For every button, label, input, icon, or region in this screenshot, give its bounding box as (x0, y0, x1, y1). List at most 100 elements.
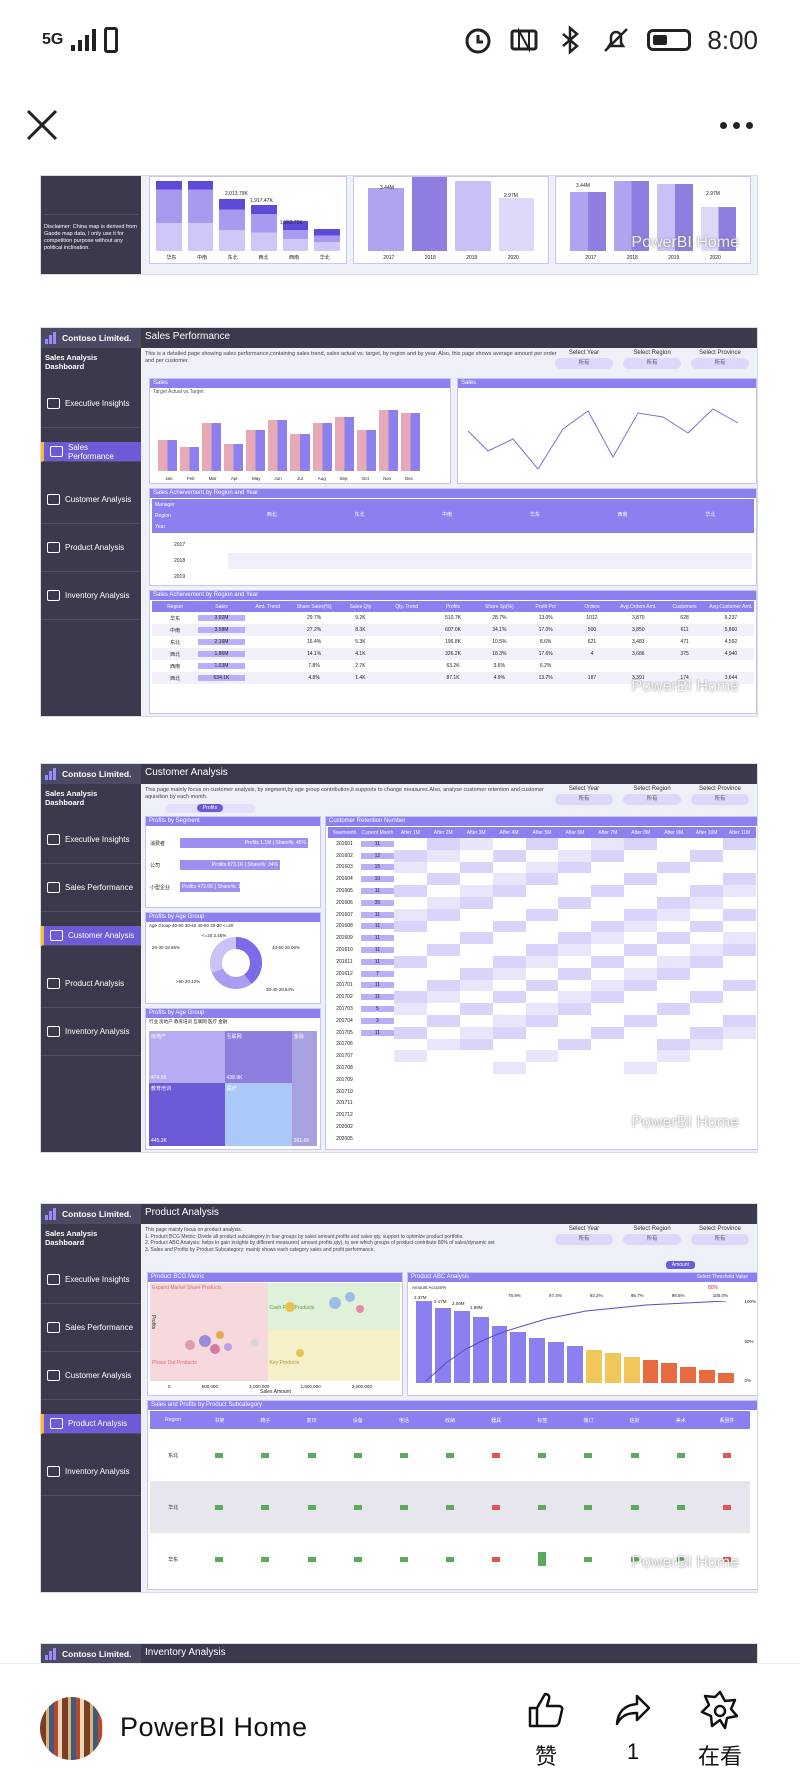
watermark: PowerBI Home (631, 234, 739, 251)
like-button[interactable]: 赞 (516, 1688, 576, 1771)
nav-customer-analysis[interactable]: Customer Analysis (41, 926, 141, 946)
table-cell: 201606 (336, 899, 353, 906)
more-icon[interactable] (720, 115, 770, 135)
table-cell (591, 991, 625, 1004)
filter-year[interactable]: Select Year 所有 (555, 1226, 613, 1245)
table-cell: 201612 (336, 970, 353, 977)
table-cell (459, 1014, 493, 1027)
table-cell (519, 1504, 565, 1510)
measure-toggle[interactable]: Profits (165, 804, 255, 813)
table-cell (591, 1109, 625, 1122)
table-cell: 3,850 (632, 627, 645, 633)
table-cell (492, 1026, 526, 1039)
retention-table: Yearmonth Current Month After 1M After 2M Af… (328, 827, 756, 1145)
filter-region[interactable]: Select Region 所有 (623, 1226, 681, 1245)
table-row: 201607 11 (328, 908, 756, 921)
table-cell (657, 1003, 691, 1015)
table-cell (459, 873, 493, 886)
table-cell (525, 1003, 559, 1015)
table-cell (427, 1556, 473, 1562)
avatar[interactable] (40, 1697, 103, 1760)
filter-year[interactable]: Select Year 所有 (555, 786, 613, 805)
profit-marker (538, 1452, 547, 1458)
close-icon[interactable] (22, 105, 62, 145)
table-cell (393, 991, 427, 1004)
filter-region[interactable]: Select Region 所有 (623, 350, 681, 369)
table-cell (558, 991, 592, 1004)
table-cell (558, 1097, 592, 1110)
table-cell (690, 1038, 724, 1051)
nav-executive-insights[interactable]: Executive Insights (41, 816, 141, 864)
table-cell (459, 1003, 493, 1015)
table-cell (591, 1050, 625, 1063)
table-cell (335, 1452, 381, 1458)
table-cell (723, 861, 756, 874)
table-cell (393, 1085, 427, 1098)
flower-icon (700, 1690, 739, 1730)
table-cell: 201601 (336, 840, 353, 847)
chart-icon (47, 1274, 60, 1285)
table-cell (624, 1014, 658, 1027)
nav-executive-insights[interactable]: Executive Insights (41, 1256, 141, 1304)
nav-inventory-analysis[interactable]: Inventory Analysis (41, 572, 141, 620)
table-cell (393, 932, 427, 945)
table-cell: 202005 (336, 1135, 353, 1142)
table-cell (459, 896, 493, 909)
nav-inventory-analysis[interactable]: Inventory Analysis (41, 1008, 141, 1056)
region-summary-panel: Sales Achievement by Region and Year Reg… (149, 590, 757, 714)
table-cell (624, 920, 658, 933)
table-cell (426, 885, 460, 897)
table-row: 201612 7 (328, 967, 756, 980)
filter-region[interactable]: Select Region 所有 (623, 786, 681, 805)
nav-sales-performance[interactable]: Sales Performance (41, 442, 141, 462)
table-cell (492, 967, 526, 980)
filter-year[interactable]: Select Year 所有 (555, 350, 613, 369)
region-year-panel: Sales Achievement by Region and Year Man… (149, 488, 757, 586)
abc-bar (699, 1369, 715, 1383)
table-cell: 201607 (336, 911, 353, 918)
account-name[interactable]: PowerBI Home (120, 1712, 308, 1742)
nav-product-analysis[interactable]: Product Analysis (41, 1414, 141, 1434)
table-cell (558, 1109, 592, 1122)
table-cell (288, 1452, 334, 1458)
table-cell (723, 1109, 756, 1122)
nav-customer-analysis[interactable]: Customer Analysis (41, 476, 141, 524)
sidebar: Contoso Limited. Sales Analysis Dashboar… (41, 1204, 141, 1592)
profit-marker (215, 1504, 224, 1510)
filter-province[interactable]: Select Province 所有 (691, 1226, 749, 1245)
article-content[interactable]: Disclaimer: China map is derived from Ga… (0, 175, 800, 1663)
table-cell: 34.1% (492, 627, 507, 633)
view-button[interactable]: 在看 (690, 1688, 750, 1771)
table-cell (723, 955, 756, 968)
table-cell (558, 967, 592, 980)
table-cell: 12 (360, 852, 394, 859)
share-button[interactable]: 1 (603, 1688, 663, 1765)
status-right: 8:00 (463, 25, 758, 56)
table-cell (426, 1026, 460, 1039)
nav-executive-insights[interactable]: Executive Insights (41, 380, 141, 428)
box-icon (47, 542, 60, 553)
nav-sales-performance[interactable]: Sales Performance (41, 864, 141, 912)
measure-toggle[interactable]: Amount (665, 1261, 695, 1269)
table-cell: 201609 (336, 935, 353, 942)
table-cell: 4.1K (355, 651, 366, 657)
page-description: This page mainly focus on customer analy… (145, 787, 544, 800)
table-cell: 1.4K (355, 675, 366, 681)
table-cell (288, 1556, 334, 1562)
nav-sales-performance[interactable]: Sales Performance (41, 1304, 141, 1352)
table-cell (591, 944, 625, 956)
table-cell: 11 (360, 888, 394, 895)
nav-inventory-analysis[interactable]: Inventory Analysis (41, 1448, 141, 1496)
table-cell (690, 908, 724, 921)
filter-province[interactable]: Select Province 所有 (691, 350, 749, 369)
table-cell (558, 1121, 592, 1133)
threshold-value[interactable]: 80% (707, 1285, 718, 1291)
nav-product-analysis[interactable]: Product Analysis (41, 960, 141, 1008)
nav-customer-analysis[interactable]: Customer Analysis (41, 1352, 141, 1400)
nav-product-analysis[interactable]: Product Analysis (41, 524, 141, 572)
table-row: 西北 634.1K 4.8% 1.4K 87.1K 4.9% 13.7% 187 3,391 17… (152, 672, 754, 684)
table-cell (525, 1014, 559, 1027)
table-cell: 201711 (336, 1100, 353, 1107)
filter-province[interactable]: Select Province 所有 (691, 786, 749, 805)
table-cell (381, 1504, 427, 1510)
